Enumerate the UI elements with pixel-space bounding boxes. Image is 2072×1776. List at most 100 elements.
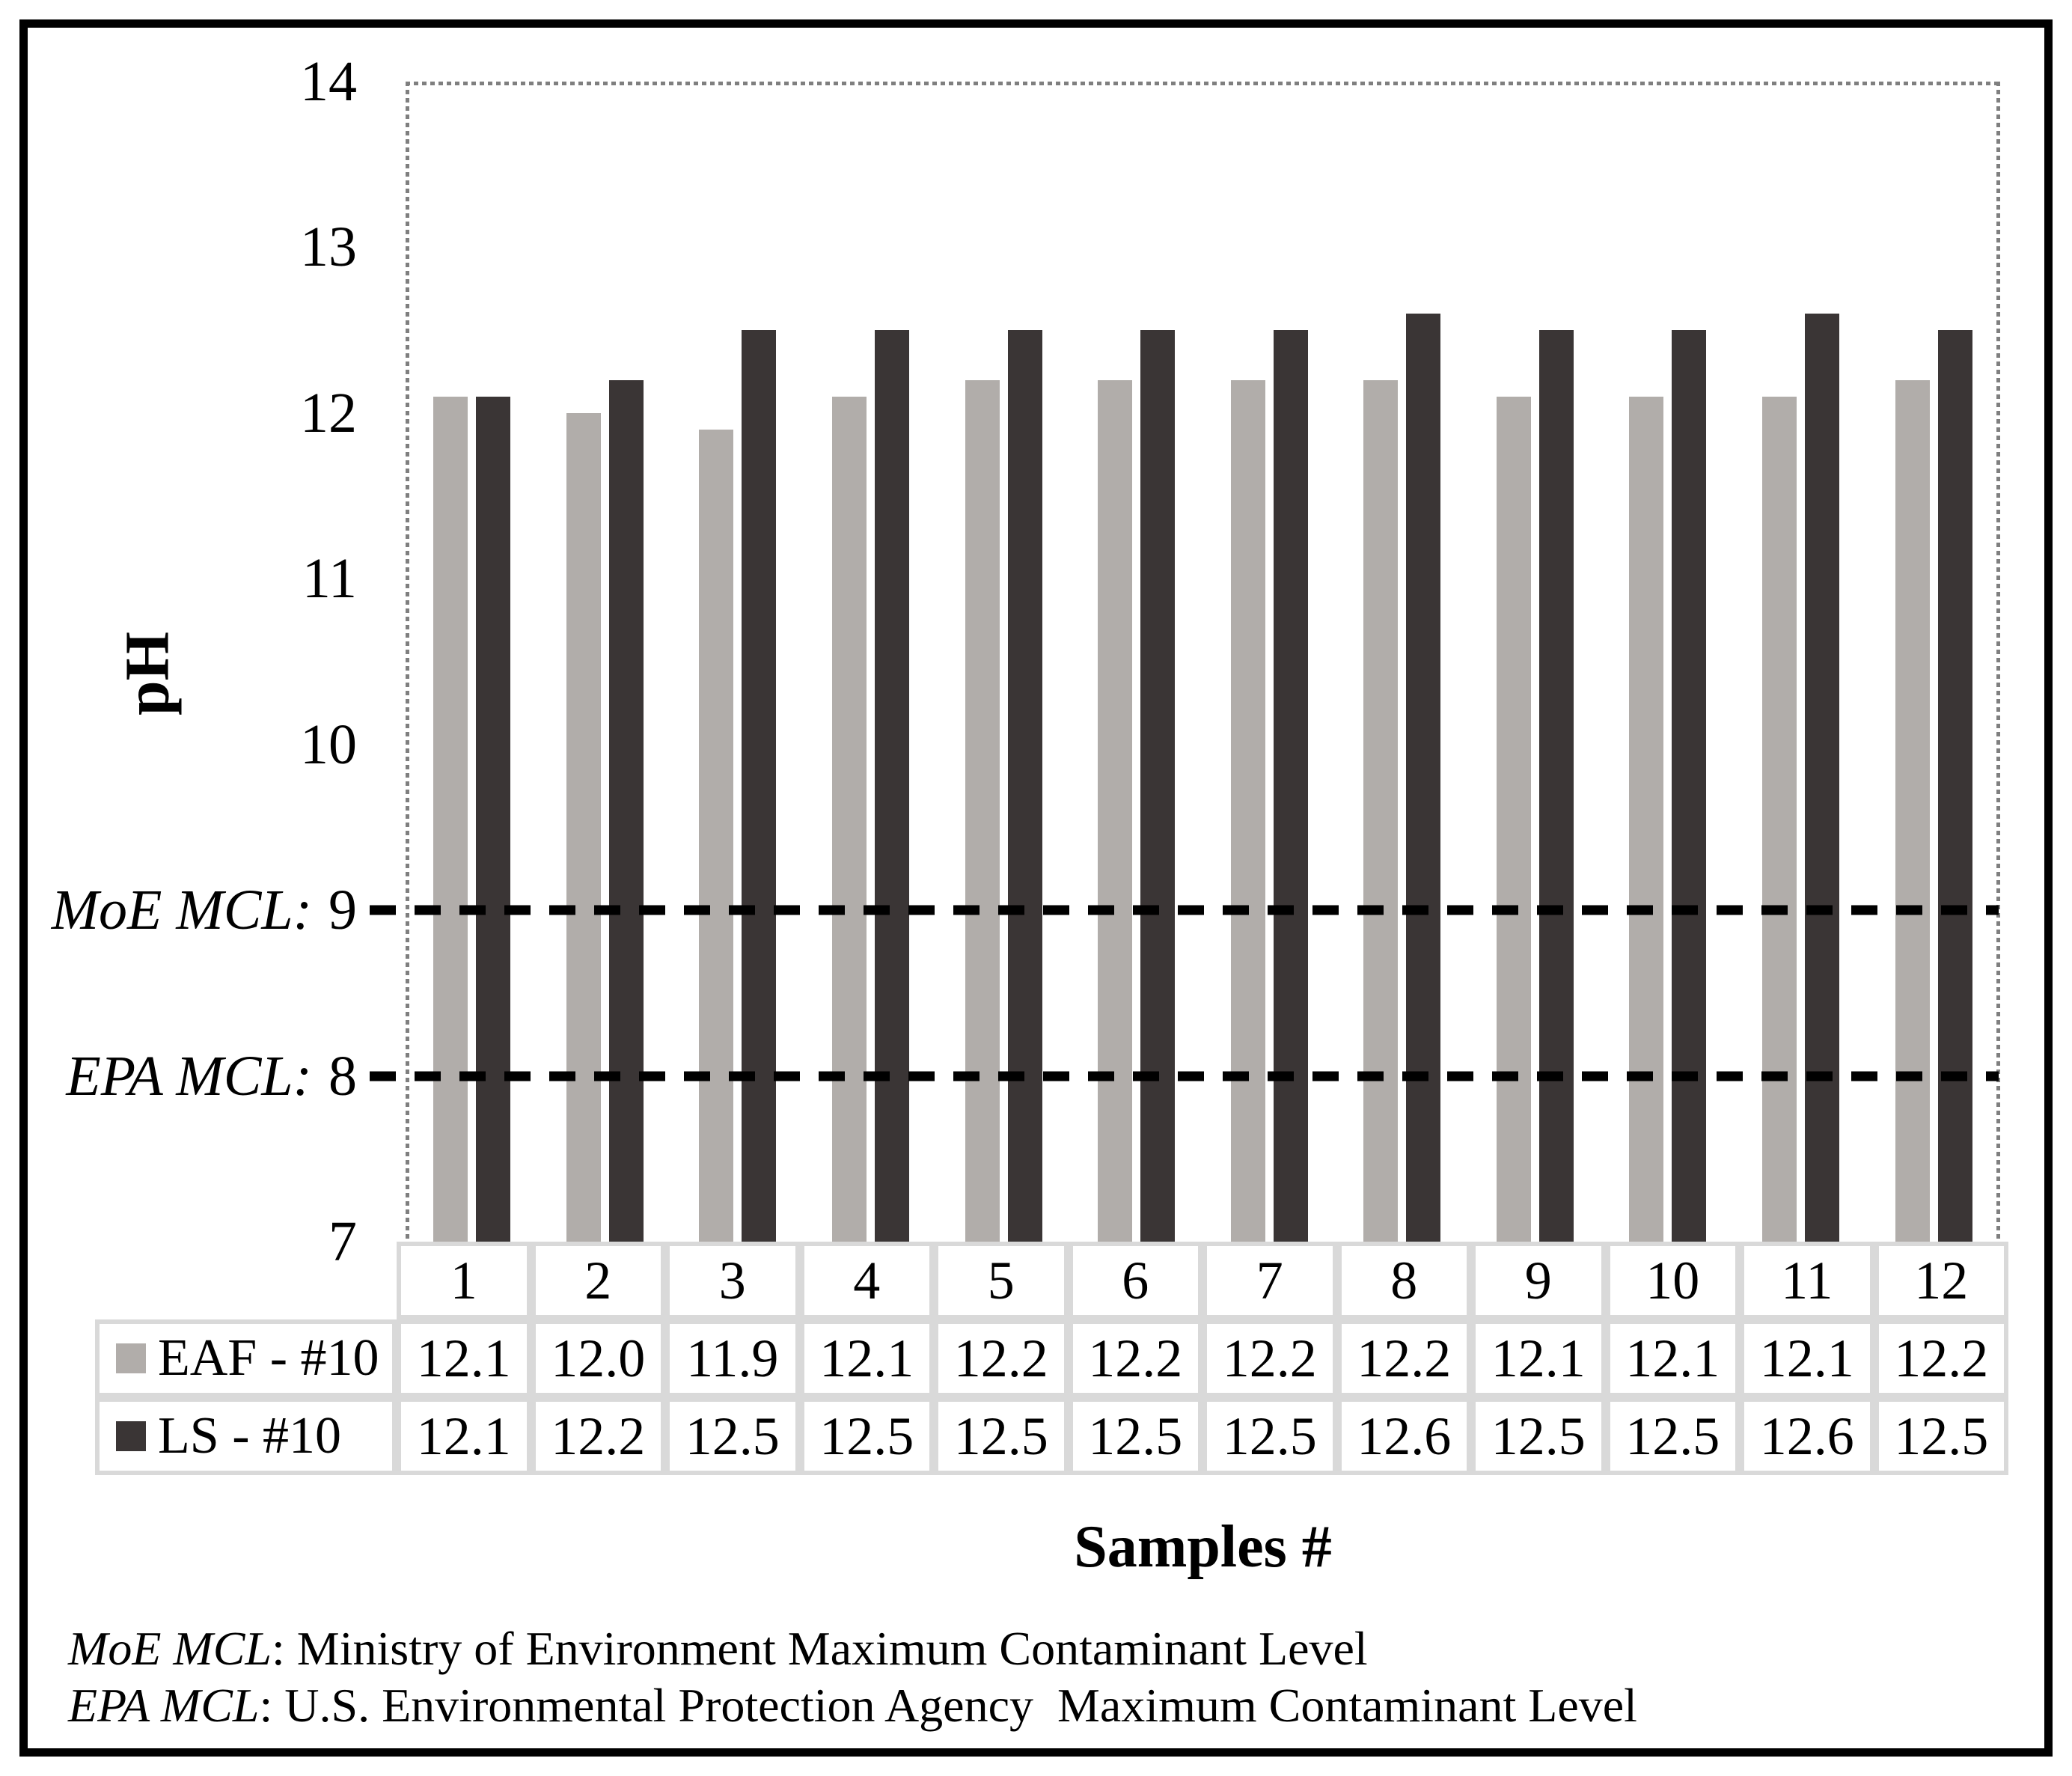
y-tick-value: 10: [300, 712, 357, 776]
bar-eaf-sample-2: [566, 412, 601, 1242]
mcl-reference-label: EPA MCL:: [66, 1044, 312, 1108]
bar-group-sample-1: [406, 82, 539, 1242]
bar-group-sample-8: [1336, 82, 1469, 1242]
bar-eaf-sample-4: [832, 396, 867, 1242]
bar-ls-sample-10: [1672, 330, 1707, 1242]
sample-number-cell: 7: [1202, 1242, 1337, 1319]
table-corner-spacer: [95, 1242, 397, 1319]
bar-ls-sample-3: [742, 330, 777, 1242]
value-cell-ls-sample-9: 12.5: [1471, 1397, 1606, 1475]
value-cell-ls-sample-6: 12.5: [1068, 1397, 1202, 1475]
bar-group-sample-6: [1070, 82, 1203, 1242]
bar-ls-sample-1: [476, 396, 511, 1242]
bar-eaf-sample-3: [699, 430, 734, 1242]
bar-eaf-sample-6: [1098, 379, 1133, 1242]
value-cell-eaf-sample-6: 12.2: [1068, 1319, 1202, 1397]
bar-ls-sample-5: [1007, 330, 1042, 1242]
y-tick-value: 12: [300, 381, 357, 445]
data-table: 1 2 3 4 5 6 7 8 9 10 11 12 EAF - #10 12.1 12.0 11.9 12.1…: [95, 1242, 2008, 1475]
bar-group-sample-3: [671, 82, 804, 1242]
footnote-text: : Ministry of Environment Maximum Contam…: [272, 1622, 1368, 1675]
bar-ls-sample-4: [875, 330, 910, 1242]
value-cell-ls-sample-7: 12.5: [1202, 1397, 1337, 1475]
bar-ls-sample-8: [1406, 314, 1441, 1242]
footnote-line: EPA MCL: U.S. Environmental Protection A…: [68, 1677, 1637, 1734]
legend-label-ls: LS - #10: [158, 1407, 341, 1465]
eaf-legend-swatch-icon: [116, 1343, 146, 1373]
y-tick-value: 14: [300, 50, 357, 113]
y-tick-label-14: 14: [300, 53, 357, 110]
bar-eaf-sample-8: [1363, 379, 1399, 1242]
x-axis-title: Samples #: [1074, 1514, 1332, 1580]
ls-legend-swatch-icon: [116, 1421, 146, 1451]
y-tick-label-11: 11: [302, 550, 357, 607]
sample-number-cell: 9: [1471, 1242, 1606, 1319]
sample-number-cell: 8: [1336, 1242, 1471, 1319]
value-cell-ls-sample-11: 12.6: [1740, 1397, 1874, 1475]
bar-group-sample-10: [1601, 82, 1735, 1242]
y-tick-label-13: 13: [300, 219, 357, 275]
y-tick-label-12: 12: [300, 385, 357, 442]
value-cell-ls-sample-4: 12.5: [799, 1397, 934, 1475]
value-cell-eaf-sample-1: 12.1: [397, 1319, 531, 1397]
y-axis: 14 13 12 11 10 MoE MCL: 9 EPA MCL: 8 7: [0, 53, 357, 1270]
value-cell-eaf-sample-9: 12.1: [1471, 1319, 1606, 1397]
bar-eaf-sample-1: [433, 396, 468, 1242]
footnote-text: : U.S. Environmental Protection Agency M…: [259, 1679, 1637, 1732]
value-cell-eaf-sample-8: 12.2: [1336, 1319, 1471, 1397]
bar-eaf-sample-7: [1230, 379, 1265, 1242]
value-cell-eaf-sample-7: 12.2: [1202, 1319, 1337, 1397]
value-cell-ls-sample-3: 12.5: [665, 1397, 800, 1475]
sample-number-cell: 11: [1740, 1242, 1874, 1319]
bar-ls-sample-9: [1538, 330, 1574, 1242]
sample-number-cell: 5: [934, 1242, 1069, 1319]
sample-number-cell: 10: [1605, 1242, 1740, 1319]
value-cell-eaf-sample-12: 12.2: [1874, 1319, 2008, 1397]
y-tick-label-10: 10: [300, 716, 357, 773]
footnote-term: MoE MCL: [68, 1622, 272, 1675]
bar-ls-sample-12: [1937, 330, 1972, 1242]
bar-eaf-sample-12: [1895, 379, 1930, 1242]
mcl-reference-label: MoE MCL:: [51, 879, 312, 942]
sample-number-cell: 1: [397, 1242, 531, 1319]
y-tick-label-7: 7: [328, 1213, 357, 1270]
bar-groups: [406, 82, 2000, 1242]
moe-mcl-dashed-line: [370, 905, 1999, 915]
sample-number-cell: 4: [799, 1242, 934, 1319]
bar-eaf-sample-11: [1762, 396, 1797, 1242]
value-cell-ls-sample-12: 12.5: [1874, 1397, 2008, 1475]
footnotes: MoE MCL: Ministry of Environment Maximum…: [68, 1620, 1637, 1734]
value-cell-ls-sample-10: 12.5: [1605, 1397, 1740, 1475]
footnote-line: MoE MCL: Ministry of Environment Maximum…: [68, 1620, 1637, 1677]
bar-group-sample-11: [1735, 82, 1868, 1242]
bar-group-sample-9: [1469, 82, 1602, 1242]
bar-eaf-sample-9: [1496, 396, 1531, 1242]
value-cell-eaf-sample-10: 12.1: [1605, 1319, 1740, 1397]
value-cell-ls-sample-1: 12.1: [397, 1397, 531, 1475]
value-cell-eaf-sample-11: 12.1: [1740, 1319, 1874, 1397]
sample-number-cell: 3: [665, 1242, 800, 1319]
bar-group-sample-4: [804, 82, 938, 1242]
value-cell-eaf-sample-4: 12.1: [799, 1319, 934, 1397]
bar-group-sample-7: [1202, 82, 1336, 1242]
sample-number-cell: 6: [1068, 1242, 1202, 1319]
value-cell-eaf-sample-5: 12.2: [934, 1319, 1069, 1397]
y-tick-label-8: EPA MCL: 8: [66, 1048, 357, 1105]
y-tick-value: 7: [328, 1210, 357, 1273]
bar-group-sample-5: [937, 82, 1070, 1242]
y-tick-value: 9: [328, 879, 357, 942]
value-cell-ls-sample-5: 12.5: [934, 1397, 1069, 1475]
legend-cell-ls: LS - #10: [95, 1397, 397, 1475]
sample-number-cell: 12: [1874, 1242, 2008, 1319]
bar-group-sample-2: [539, 82, 672, 1242]
value-cell-eaf-sample-2: 12.0: [531, 1319, 665, 1397]
sample-number-cell: 2: [531, 1242, 665, 1319]
y-tick-value: 13: [300, 216, 357, 279]
value-cell-eaf-sample-3: 11.9: [665, 1319, 800, 1397]
bar-ls-sample-6: [1140, 330, 1176, 1242]
y-tick-value: 11: [302, 547, 357, 611]
footnote-term: EPA MCL: [68, 1679, 260, 1732]
bar-group-sample-12: [1867, 82, 2000, 1242]
y-tick-label-9: MoE MCL: 9: [52, 882, 357, 939]
